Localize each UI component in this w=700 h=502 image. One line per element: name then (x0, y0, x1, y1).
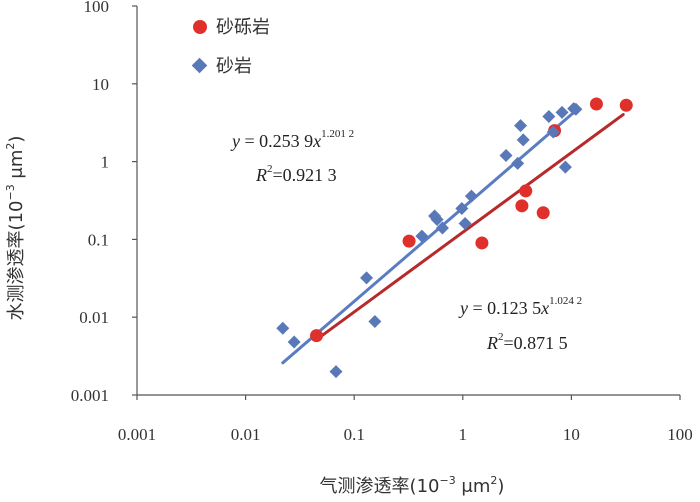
y-axis-unit: (10 (6, 201, 27, 231)
gravel-point (536, 206, 550, 220)
y-axis-title: 水测渗透率(10−3 μm2) (4, 136, 27, 321)
sand-point (569, 102, 583, 116)
sand-point (435, 221, 449, 235)
sand-point (514, 119, 528, 133)
gravel-point (475, 236, 489, 250)
legend-marker-gravel (193, 20, 207, 34)
sand-point (499, 148, 513, 162)
gravel-eq-x: x (540, 298, 549, 318)
sand-point (558, 160, 572, 174)
axes (132, 5, 681, 400)
x-tick-label: 0.1 (344, 425, 365, 444)
y-axis-unit-close: ) (6, 136, 27, 143)
y-axis-unit-tail: μm (6, 150, 27, 185)
y-tick-label: 10 (92, 75, 109, 94)
sand-point (360, 271, 374, 285)
sand-trend-r2: R2=0.921 3 (255, 163, 337, 185)
gravel-trendline (315, 113, 625, 342)
x-axis-title-main: 气测渗透率 (320, 476, 410, 497)
y-axis-title-main: 水测渗透率 (6, 230, 27, 320)
sand-point (542, 109, 556, 123)
x-tick-label: 100 (667, 425, 693, 444)
x-tick-label: 0.001 (118, 425, 156, 444)
gravel-point (619, 98, 633, 112)
sand-point (555, 105, 569, 119)
y-tick-label: 0.1 (88, 230, 109, 249)
sand-point (464, 189, 478, 203)
sand-r2-r: R (255, 165, 267, 185)
gravel-point (519, 184, 533, 198)
sand-point (458, 217, 472, 231)
sand-eq-exponent: 1.201 2 (321, 128, 354, 140)
gravel-trend-equation: y = 0.123 5x1.024 2 (458, 295, 582, 318)
sand-point (368, 315, 382, 329)
legend-marker-sand (191, 57, 208, 74)
data-points (276, 97, 633, 379)
gravel-eq-y: y (458, 298, 468, 318)
gravel-r2-value: =0.871 5 (504, 333, 568, 353)
x-tick-label: 10 (563, 425, 580, 444)
sand-eq-x: x (312, 131, 321, 151)
x-axis-unit-close: ) (497, 476, 504, 497)
y-axis-unit-exp: −3 (4, 184, 17, 200)
y-tick-label: 0.001 (71, 386, 109, 405)
sand-point (415, 229, 429, 243)
sand-point (546, 125, 560, 139)
y-axis-unit-sq: 2 (4, 143, 17, 150)
y-tick-label: 100 (84, 0, 110, 16)
x-axis-unit: (10 (410, 476, 440, 497)
legend-label-sand: 砂岩 (216, 56, 252, 77)
gravel-r2-r: R (486, 333, 498, 353)
x-tick-label: 1 (459, 425, 468, 444)
sand-point (287, 335, 301, 349)
sand-r2-value: =0.921 3 (273, 165, 337, 185)
gravel-point (310, 329, 324, 343)
gravel-eq-exponent: 1.024 2 (549, 295, 582, 307)
x-tick-labels: 0.001 0.01 0.1 1 10 100 (118, 425, 693, 444)
legend-label-gravel: 砂砾岩 (216, 17, 270, 38)
sand-point (511, 156, 525, 170)
x-axis-unit-exp: −3 (439, 474, 455, 487)
gravel-trend-r2: R2=0.871 5 (486, 331, 568, 353)
sand-point (329, 365, 343, 379)
x-axis-unit-sq: 2 (490, 474, 497, 487)
sand-point (430, 213, 444, 227)
sand-point (455, 201, 469, 215)
sand-eq-coef: = 0.253 9 (240, 131, 313, 151)
sand-eq-y: y (230, 131, 240, 151)
gravel-point (589, 97, 603, 111)
gravel-point (515, 199, 529, 213)
y-tick-labels: 0.001 0.01 0.1 1 10 100 (71, 0, 109, 405)
gravel-point (402, 234, 416, 248)
sand-point (516, 133, 530, 147)
sand-trendline (281, 112, 573, 365)
x-tick-label: 0.01 (231, 425, 261, 444)
y-tick-label: 1 (101, 153, 110, 172)
gravel-eq-coef: = 0.123 5 (468, 298, 541, 318)
x-axis-unit-tail: μm (456, 476, 491, 497)
sand-trend-equation: y = 0.253 9x1.201 2 (230, 128, 354, 151)
trendlines (281, 112, 625, 365)
legend: 砂砾岩 砂岩 (191, 17, 270, 77)
x-axis-title: 气测渗透率(10−3 μm2) (320, 474, 505, 497)
sand-point (276, 321, 290, 335)
sand-r2-sup: 2 (267, 163, 273, 175)
y-tick-label: 0.01 (79, 308, 109, 327)
gravel-r2-sup: 2 (498, 331, 504, 343)
